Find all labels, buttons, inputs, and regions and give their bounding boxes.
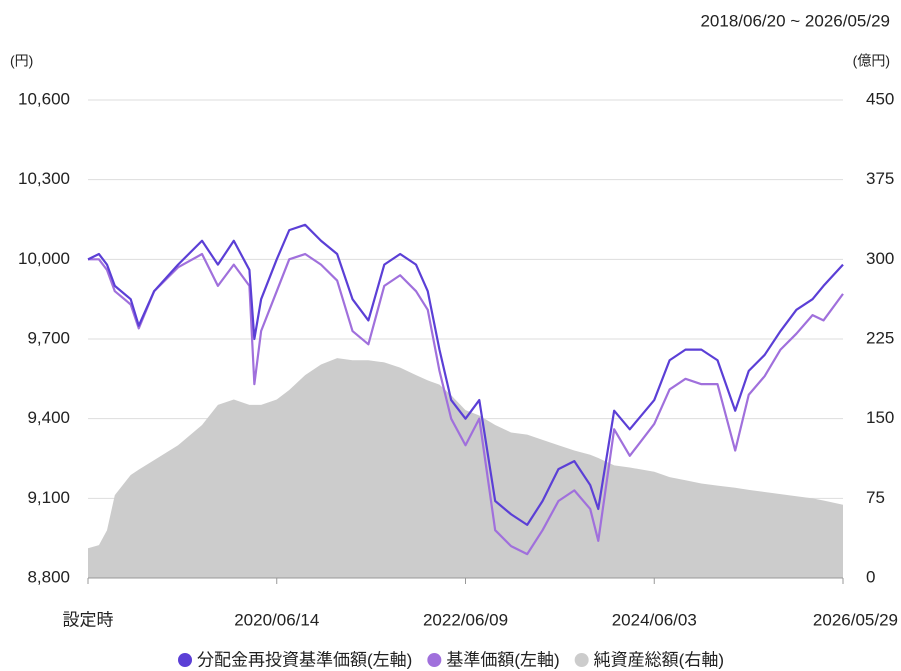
x-tick-label: 設定時 — [63, 610, 114, 629]
x-tick-label: 2022/06/09 — [423, 610, 508, 629]
line — [87, 223, 844, 526]
y2-tick-label: 225 — [866, 328, 894, 347]
legend-marker — [427, 653, 442, 667]
legend-label: 基準価額(左軸) — [446, 650, 559, 669]
y-tick-label: 8,800 — [27, 567, 70, 586]
area — [88, 358, 843, 578]
y-tick-label: 10,600 — [18, 89, 70, 108]
y-tick-label: 9,700 — [27, 328, 70, 347]
y2-tick-label: 75 — [866, 488, 885, 507]
y-axis-unit: (円) — [10, 53, 33, 69]
y2-tick-label: 0 — [866, 567, 875, 586]
x-tick-label: 2026/05/29 — [813, 610, 898, 629]
y2-axis-unit: (億円) — [853, 53, 890, 69]
y2-tick-label: 375 — [866, 169, 894, 188]
legend-marker — [178, 653, 193, 667]
line — [88, 252, 844, 556]
legend: 分配金再投資基準価額(左軸) 基準価額(左軸) 純資産総額(右軸) — [178, 650, 724, 669]
y-tick-label: 10,000 — [18, 249, 70, 268]
legend-label: 純資産総額(右軸) — [594, 650, 724, 669]
period: 2018/06/20 ~ 2026/05/29 — [700, 11, 890, 30]
x-tick-label: 2024/06/03 — [612, 610, 697, 629]
y2-tick-label: 450 — [866, 89, 894, 108]
y-tick-label: 9,400 — [27, 408, 70, 427]
x-tick-label: 2020/06/14 — [234, 610, 319, 629]
y2-tick-label: 300 — [866, 249, 894, 268]
legend-label: 分配金再投資基準価額(左軸) — [197, 650, 412, 669]
y-tick-label: 10,300 — [18, 169, 70, 188]
y-tick-label: 9,100 — [27, 488, 70, 507]
legend-marker — [574, 653, 589, 667]
plot — [87, 223, 844, 578]
y2-tick-label: 150 — [866, 408, 894, 427]
